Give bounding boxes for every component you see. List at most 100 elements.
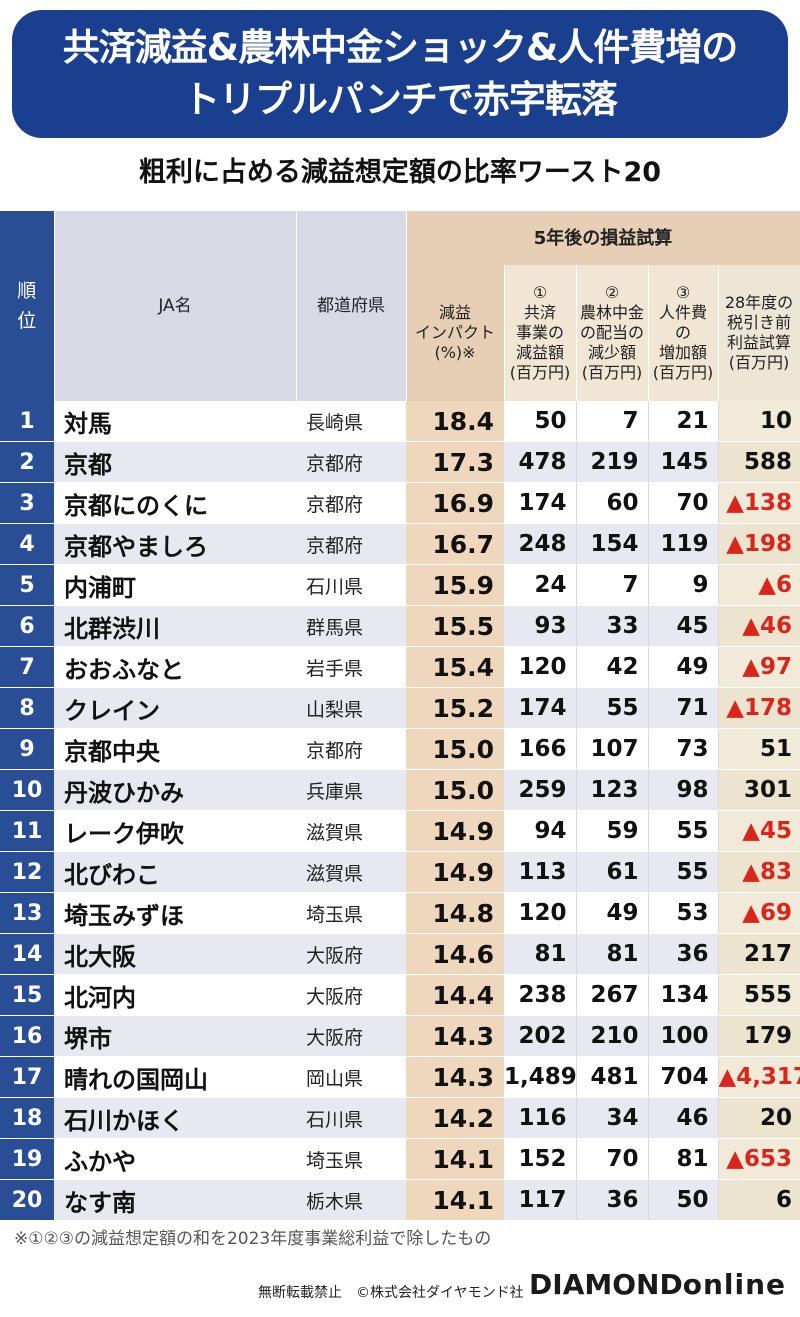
personnel-cell: 145: [648, 441, 719, 483]
ja-name-cell: 北河内: [54, 974, 296, 1016]
table-row: 19 ふかや 埼玉県 14.1 152 70 81 ▲653: [0, 1138, 800, 1180]
profit-cell: ▲97: [718, 646, 800, 688]
kyosai-cell: 152: [504, 1138, 577, 1180]
personnel-cell: 98: [648, 769, 719, 811]
personnel-cell: 50: [648, 1179, 719, 1221]
kyosai-cell: 259: [504, 769, 577, 811]
prefecture-cell: 栃木県: [296, 1179, 406, 1221]
norinchukin-cell: 33: [576, 605, 649, 647]
rank-cell: 7: [0, 646, 54, 688]
ja-name-cell: 丹波ひかみ: [54, 769, 296, 811]
norinchukin-cell: 123: [576, 769, 649, 811]
kyosai-cell: 478: [504, 441, 577, 483]
profit-cell: ▲138: [718, 482, 800, 524]
prefecture-cell: 石川県: [296, 1097, 406, 1139]
profit-cell: ▲6: [718, 564, 800, 606]
kyosai-cell: 94: [504, 810, 577, 852]
header-norinchukin-decrease: ② 農林中金 の配当の 減少額 (百万円): [576, 265, 649, 401]
table-row: 9 京都中央 京都府 15.0 166 107 73 51: [0, 728, 800, 770]
profit-cell: ▲178: [718, 687, 800, 729]
prefecture-cell: 京都府: [296, 523, 406, 565]
title-line-1: 共済減益&農林中金ショック&人件費増の: [62, 26, 739, 69]
norinchukin-cell: 70: [576, 1138, 649, 1180]
logo-diamond: DIAMOND: [529, 1268, 683, 1301]
personnel-cell: 134: [648, 974, 719, 1016]
table-row: 3 京都にのくに 京都府 16.9 174 60 70 ▲138: [0, 482, 800, 524]
header-kyosai-decrease: ① 共済 事業の 減益額 (百万円): [504, 265, 577, 401]
prefecture-cell: 京都府: [296, 482, 406, 524]
table-row: 7 おおふなと 岩手県 15.4 120 42 49 ▲97: [0, 646, 800, 688]
impact-cell: 15.0: [406, 728, 504, 770]
ja-name-cell: 石川かほく: [54, 1097, 296, 1139]
kyosai-cell: 202: [504, 1015, 577, 1057]
impact-cell: 14.8: [406, 892, 504, 934]
ja-name-cell: 対馬: [54, 401, 296, 442]
header-rank: 順 位: [0, 211, 55, 401]
ja-name-cell: 晴れの国岡山: [54, 1056, 296, 1098]
norinchukin-cell: 81: [576, 933, 649, 975]
table-row: 8 クレイン 山梨県 15.2 174 55 71 ▲178: [0, 687, 800, 729]
impact-cell: 14.3: [406, 1015, 504, 1057]
personnel-cell: 45: [648, 605, 719, 647]
impact-cell: 15.0: [406, 769, 504, 811]
ranking-table: 順 位 JA名 都道府県 5年後の損益試算 減益 インパクト (%)※ ① 共済…: [0, 211, 800, 1221]
rank-cell: 18: [0, 1097, 54, 1139]
personnel-cell: 73: [648, 728, 719, 770]
profit-cell: 20: [718, 1097, 800, 1139]
rank-cell: 11: [0, 810, 54, 852]
kyosai-cell: 248: [504, 523, 577, 565]
footnote: ※①②③の減益想定額の和を2023年度事業総利益で除したもの: [14, 1229, 492, 1249]
norinchukin-cell: 34: [576, 1097, 649, 1139]
norinchukin-cell: 36: [576, 1179, 649, 1221]
kyosai-cell: 50: [504, 401, 577, 442]
impact-cell: 15.5: [406, 605, 504, 647]
impact-cell: 17.3: [406, 441, 504, 483]
prefecture-cell: 埼玉県: [296, 892, 406, 934]
ja-name-cell: なす南: [54, 1179, 296, 1221]
prefecture-cell: 京都府: [296, 728, 406, 770]
norinchukin-cell: 7: [576, 401, 649, 442]
personnel-cell: 55: [648, 851, 719, 893]
prefecture-cell: 埼玉県: [296, 1138, 406, 1180]
ja-name-cell: 京都: [54, 441, 296, 483]
kyosai-cell: 24: [504, 564, 577, 606]
rank-cell: 17: [0, 1056, 54, 1098]
norinchukin-cell: 42: [576, 646, 649, 688]
table-row: 20 なす南 栃木県 14.1 117 36 50 6: [0, 1179, 800, 1221]
norinchukin-cell: 60: [576, 482, 649, 524]
rank-cell: 4: [0, 523, 54, 565]
prefecture-cell: 大阪府: [296, 933, 406, 975]
title-banner: 共済減益&農林中金ショック&人件費増の トリプルパンチで赤字転落: [12, 10, 788, 138]
rank-cell: 8: [0, 687, 54, 729]
prefecture-cell: 岩手県: [296, 646, 406, 688]
ja-name-cell: 京都にのくに: [54, 482, 296, 524]
norinchukin-cell: 7: [576, 564, 649, 606]
prefecture-cell: 群馬県: [296, 605, 406, 647]
norinchukin-cell: 55: [576, 687, 649, 729]
profit-cell: 588: [718, 441, 800, 483]
personnel-cell: 81: [648, 1138, 719, 1180]
kyosai-cell: 93: [504, 605, 577, 647]
prefecture-cell: 大阪府: [296, 1015, 406, 1057]
profit-cell: 51: [718, 728, 800, 770]
personnel-cell: 49: [648, 646, 719, 688]
personnel-cell: 100: [648, 1015, 719, 1057]
rank-cell: 9: [0, 728, 54, 770]
profit-cell: 555: [718, 974, 800, 1016]
personnel-cell: 70: [648, 482, 719, 524]
rank-cell: 10: [0, 769, 54, 811]
profit-cell: ▲198: [718, 523, 800, 565]
ja-name-cell: 北びわこ: [54, 851, 296, 893]
personnel-cell: 119: [648, 523, 719, 565]
table-row: 1 対馬 長崎県 18.4 50 7 21 10: [0, 401, 800, 442]
header-group-forecast: 5年後の損益試算: [406, 211, 800, 265]
ja-name-cell: ふかや: [54, 1138, 296, 1180]
table-row: 16 堺市 大阪府 14.3 202 210 100 179: [0, 1015, 800, 1057]
personnel-cell: 71: [648, 687, 719, 729]
table-row: 6 北群渋川 群馬県 15.5 93 33 45 ▲46: [0, 605, 800, 647]
rank-cell: 20: [0, 1179, 54, 1221]
impact-cell: 18.4: [406, 401, 504, 442]
profit-cell: 6: [718, 1179, 800, 1221]
norinchukin-cell: 267: [576, 974, 649, 1016]
impact-cell: 14.9: [406, 851, 504, 893]
